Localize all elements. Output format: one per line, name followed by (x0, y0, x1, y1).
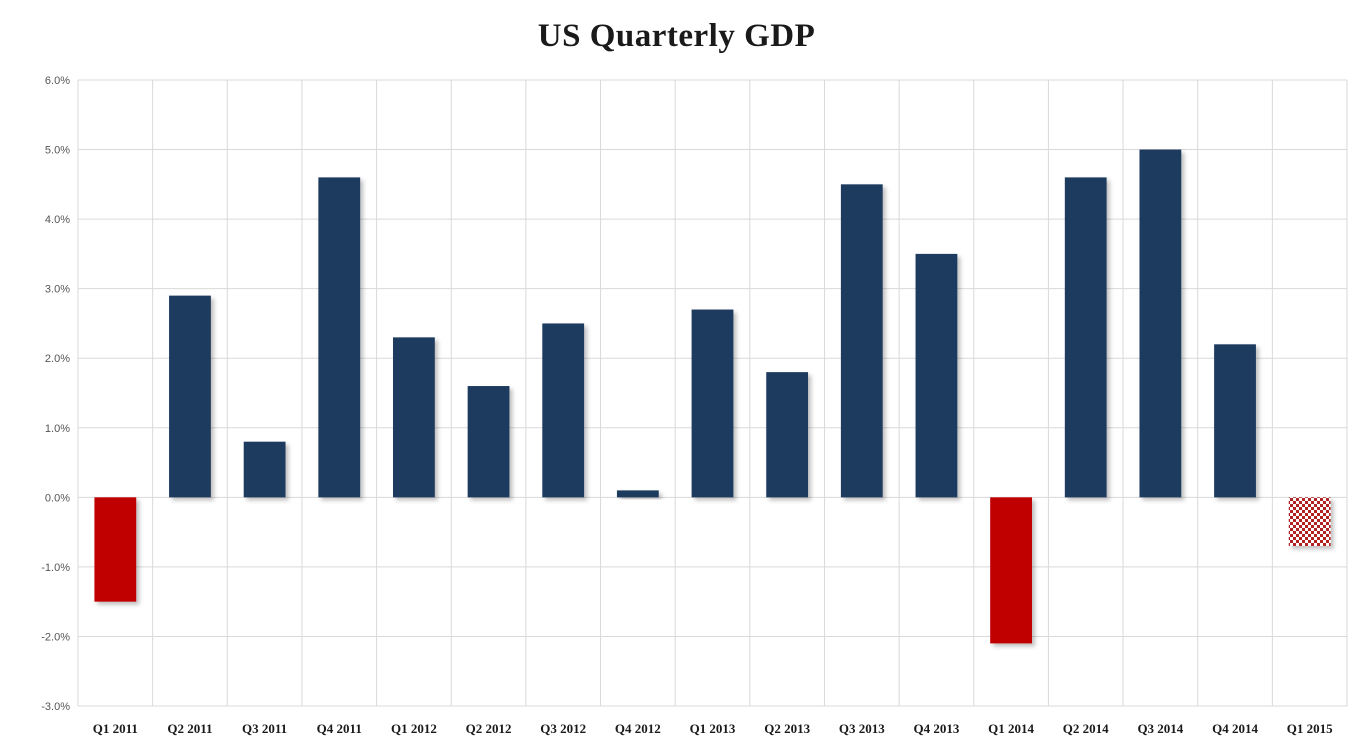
x-tick-label: Q2 2014 (1063, 721, 1109, 736)
bar-q2-2011 (169, 295, 211, 498)
bar-q3-2012 (542, 323, 585, 498)
bar-q2-2013 (766, 372, 809, 498)
x-tick-label: Q4 2014 (1212, 721, 1258, 736)
y-tick-label: 3.0% (45, 284, 70, 296)
y-tick-label: 6.0% (45, 75, 70, 87)
x-tick-label: Q4 2013 (914, 721, 960, 736)
x-tick-label: Q4 2012 (615, 721, 661, 736)
x-tick-label: Q3 2014 (1137, 721, 1183, 736)
y-tick-label: 1.0% (45, 423, 70, 435)
y-tick-label: -3.0% (41, 701, 70, 713)
x-tick-label: Q4 2011 (317, 721, 362, 736)
x-tick-label: Q2 2013 (764, 721, 810, 736)
bar-q3-2013 (840, 184, 883, 498)
grid (77, 79, 1348, 707)
x-tick-label: Q1 2015 (1287, 721, 1333, 736)
bar-q3-2011 (243, 441, 286, 498)
bar-q1-2014 (990, 497, 1032, 644)
bar-q4-2011 (318, 177, 361, 498)
x-axis-ticks: Q1 2011 Q2 2011 Q3 2011 Q4 2011 Q1 2012 Q2 20… (93, 721, 1333, 736)
y-axis-ticks: 6.0% 5.0% 4.0% 3.0% 2.0% 1.0% 0.0% -1.0% -2.0% -3… (41, 75, 70, 713)
x-tick-label: Q2 2011 (167, 721, 212, 736)
bars (94, 149, 1331, 644)
x-tick-label: Q3 2012 (540, 721, 586, 736)
x-tick-label: Q1 2014 (988, 721, 1034, 736)
x-tick-label: Q2 2012 (466, 721, 512, 736)
chart-title: US Quarterly GDP (537, 18, 816, 54)
x-tick-label: Q3 2013 (839, 721, 885, 736)
bar-q1-2011 (94, 497, 137, 602)
bar-q1-2013 (691, 309, 734, 498)
y-tick-label: 5.0% (45, 145, 70, 157)
bar-q1-2015 (1288, 497, 1331, 547)
bar-q4-2014 (1214, 344, 1256, 498)
bar-q3-2014 (1139, 149, 1182, 498)
bar-q1-2012 (393, 337, 435, 498)
bar-q2-2014 (1064, 177, 1107, 498)
x-tick-label: Q1 2011 (93, 721, 138, 736)
x-tick-label: Q1 2013 (690, 721, 736, 736)
y-tick-label: 2.0% (45, 353, 70, 365)
y-tick-label: 0.0% (45, 492, 70, 504)
y-tick-label: -2.0% (41, 631, 70, 643)
x-tick-label: Q1 2012 (391, 721, 437, 736)
y-tick-label: -1.0% (41, 562, 70, 574)
x-tick-label: Q3 2011 (242, 721, 287, 736)
bar-q4-2012 (616, 490, 659, 498)
bar-q2-2012 (467, 386, 510, 498)
bar-q4-2013 (915, 253, 958, 498)
y-tick-label: 4.0% (45, 214, 70, 226)
